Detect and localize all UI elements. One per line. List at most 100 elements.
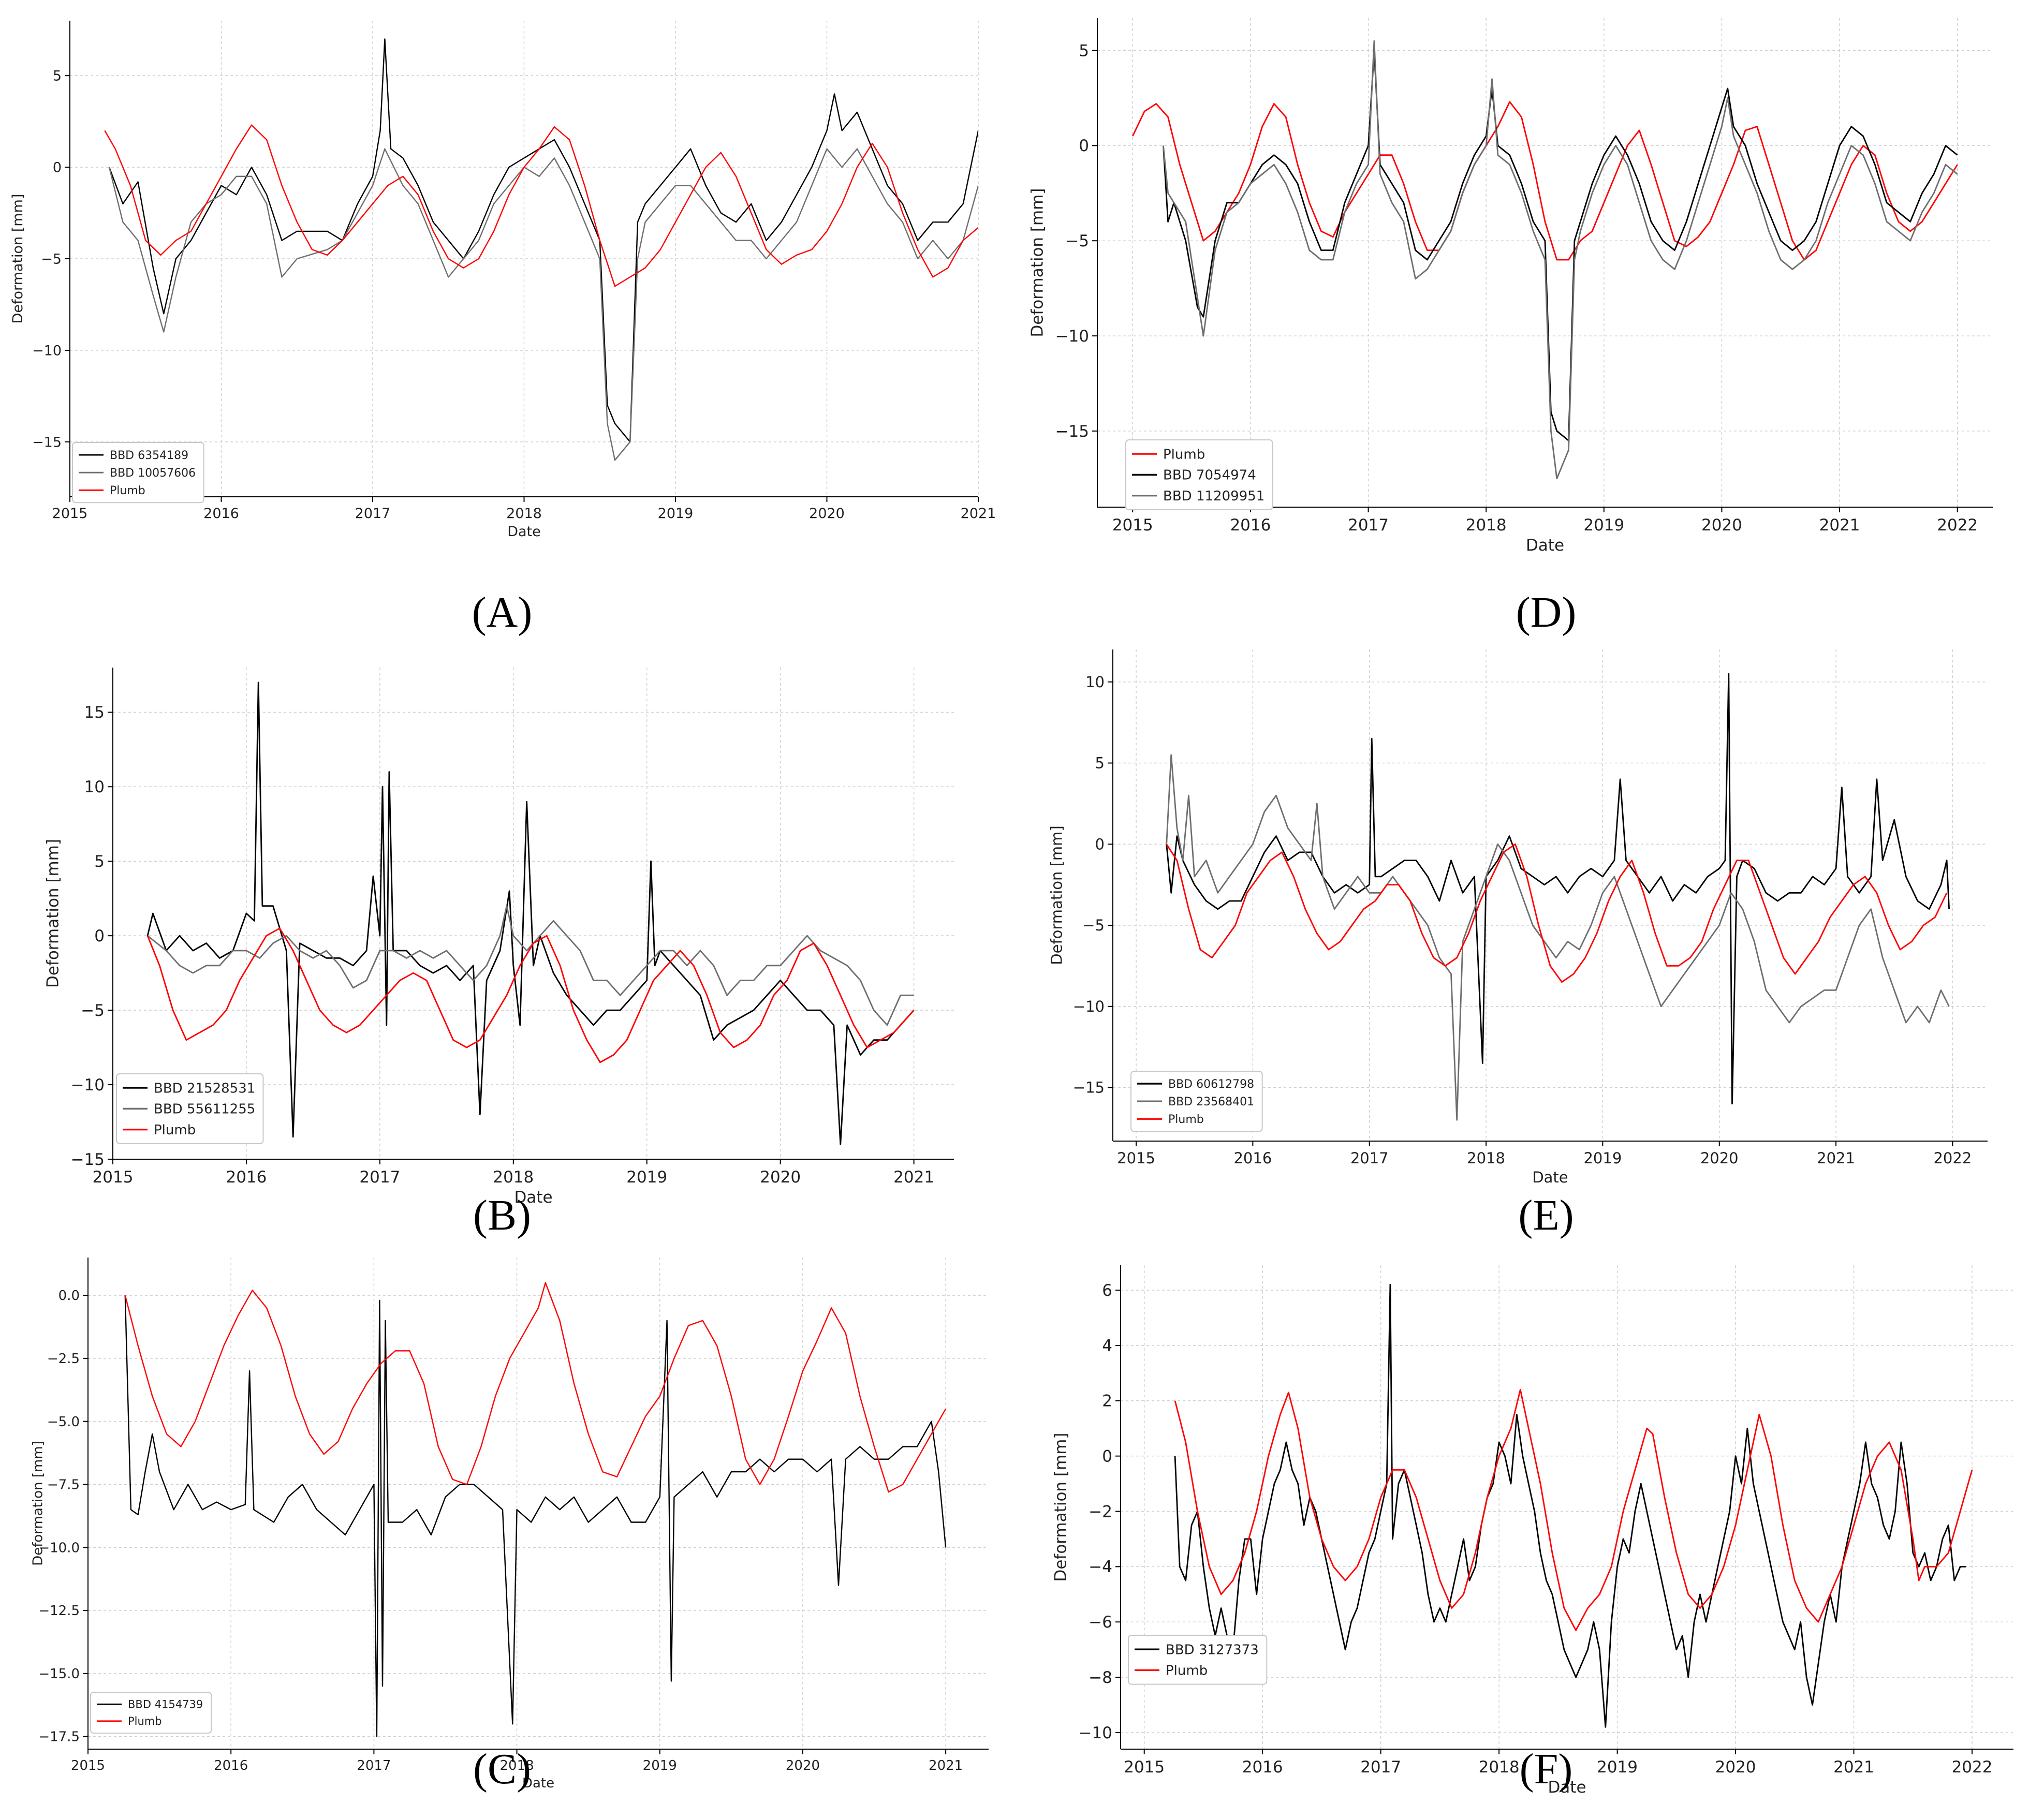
y-tick-label: 0 — [1079, 137, 1089, 155]
y-axis-label: Deformation [mm] — [1052, 1432, 1070, 1581]
legend-box — [1128, 1635, 1268, 1685]
chart-b: 2015 2016 2017 2018 2019 2020 2021 15 10 5 0 −5 −10 −… — [44, 668, 954, 1207]
y-tick-label: 0 — [1095, 835, 1105, 853]
x-tick-label: 2020 — [1700, 1149, 1739, 1167]
y-tick-label: 4 — [1102, 1337, 1112, 1355]
y-axis-label: Deformation [mm] — [31, 1441, 46, 1566]
x-tick-label: 2015 — [1124, 1758, 1165, 1777]
legend-label: Plumb — [1166, 1663, 1208, 1679]
y-tick-label: −6 — [1089, 1613, 1112, 1632]
x-tick-label: 2018 — [1466, 516, 1507, 535]
y-tick-label: −8 — [1089, 1668, 1112, 1687]
x-tick-label: 2015 — [93, 1168, 134, 1187]
legend-label: BBD 10057606 — [110, 467, 196, 480]
grid — [1121, 1265, 2013, 1749]
panel-e: 2015 2016 2017 2018 2019 2020 2021 2022 10 5 0 −5 −1… — [1022, 642, 2044, 1247]
y-tick-label: −10 — [32, 343, 62, 359]
chart-f: 2015 2016 2017 2018 2019 2020 2021 2022 6 4 2 0 −2 −4… — [1052, 1265, 2013, 1797]
grid — [69, 21, 979, 497]
y-tick-label: −5 — [1065, 232, 1089, 250]
x-tick-label: 2021 — [1817, 1149, 1855, 1167]
panel-label-f: (F) — [1519, 1745, 1573, 1793]
y-tick-label: −15 — [1055, 422, 1089, 441]
x-tick-label: 2021 — [929, 1758, 963, 1773]
legend-label: BBD 23568401 — [1168, 1096, 1254, 1108]
chart-c: 2015 2016 2017 2018 2019 2020 2021 0.0 −2.5 −5.0 −… — [31, 1258, 989, 1791]
y-tick-label: 0 — [1102, 1447, 1112, 1466]
panel-c: 2015 2016 2017 2018 2019 2020 2021 0.0 −2.5 −5.0 −… — [0, 1247, 1014, 1804]
x-tick-label: 2016 — [226, 1168, 267, 1187]
legend: BBD 6354189 BBD 10057606 Plumb — [72, 442, 204, 504]
x-tick-label: 2021 — [1833, 1758, 1874, 1777]
x-tick-label: 2018 — [1479, 1758, 1520, 1777]
y-tick-label: −5 — [81, 1001, 105, 1020]
y-tick-label: 0 — [94, 927, 105, 945]
panel-a: 2015 2016 2017 2018 2019 2020 2021 5 0 −5 −10 −15 Da… — [0, 0, 1014, 642]
legend-label: Plumb — [110, 484, 145, 497]
y-tick-label: −17.5 — [38, 1729, 80, 1745]
panel-f: 2015 2016 2017 2018 2019 2020 2021 2022 6 4 2 0 −2 −4… — [1022, 1247, 2044, 1804]
panel-d: 2015 2016 2017 2018 2019 2020 2021 2022 5 0 −5 −10 −… — [1022, 0, 2044, 642]
y-tick-label: −12.5 — [38, 1603, 80, 1619]
y-tick-label: −10 — [1073, 998, 1105, 1015]
legend-label: BBD 21528531 — [154, 1081, 255, 1096]
y-tick-label: −5 — [41, 251, 62, 267]
panel-label-c: (C) — [473, 1745, 531, 1793]
y-tick-label: −10 — [71, 1076, 105, 1095]
x-axis-label: Date — [1526, 536, 1564, 555]
legend-label: BBD 60612798 — [1168, 1078, 1254, 1091]
x-tick-label: 2015 — [1112, 516, 1153, 535]
series-line — [124, 1295, 947, 1737]
x-tick-label: 2019 — [1583, 1149, 1622, 1167]
y-tick-label: −15 — [32, 434, 62, 450]
legend-label: Plumb — [1163, 447, 1205, 462]
legend-label: Plumb — [154, 1122, 196, 1138]
x-tick-label: 2015 — [71, 1758, 105, 1773]
grid — [1113, 649, 1988, 1141]
x-tick-label: 2017 — [357, 1758, 391, 1773]
panel-label-b: (B) — [473, 1191, 531, 1239]
y-tick-label: −10 — [1079, 1724, 1112, 1742]
x-tick-label: 2015 — [52, 506, 88, 522]
x-tick-label: 2016 — [214, 1758, 248, 1773]
legend-label: BBD 6354189 — [110, 449, 188, 462]
grid — [87, 1258, 989, 1749]
y-tick-label: −2.5 — [47, 1351, 80, 1367]
x-axis-label: Date — [507, 524, 541, 540]
x-tick-label: 2020 — [809, 506, 845, 522]
series-line — [1132, 101, 1958, 261]
x-tick-label: 2021 — [893, 1168, 934, 1187]
y-tick-label: −4 — [1089, 1558, 1112, 1576]
x-tick-label: 2019 — [658, 506, 694, 522]
x-tick-label: 2017 — [1360, 1758, 1401, 1777]
x-tick-label: 2019 — [1597, 1758, 1638, 1777]
y-tick-label: −5.0 — [47, 1414, 80, 1430]
y-tick-label: −15 — [71, 1150, 105, 1169]
legend-label: BBD 4154739 — [128, 1698, 203, 1711]
series-line — [108, 148, 978, 461]
x-tick-label: 2021 — [961, 506, 996, 522]
legend: Plumb BBD 7054974 BBD 11209951 — [1125, 439, 1273, 510]
legend-label: BBD 3127373 — [1166, 1642, 1259, 1658]
y-tick-label: 0.0 — [58, 1288, 80, 1304]
panel-label-e: (E) — [1518, 1191, 1574, 1239]
x-tick-label: 2022 — [1933, 1149, 1972, 1167]
legend: BBD 3127373 Plumb — [1128, 1635, 1268, 1685]
legend-box — [1130, 1071, 1263, 1132]
x-axis-label: Date — [1532, 1169, 1568, 1186]
series-line — [147, 905, 914, 1026]
legend-box — [116, 1073, 264, 1144]
y-tick-label: 5 — [1095, 755, 1105, 772]
x-tick-label: 2016 — [1230, 516, 1271, 535]
legend-label: BBD 55611255 — [154, 1102, 255, 1117]
x-tick-label: 2015 — [1117, 1149, 1155, 1167]
legend-label: BBD 7054974 — [1163, 468, 1256, 483]
legend-box — [72, 442, 204, 504]
y-tick-label: 5 — [53, 68, 62, 84]
legend-label: Plumb — [1168, 1113, 1204, 1126]
legend-label: Plumb — [128, 1715, 162, 1727]
y-tick-label: 5 — [94, 852, 105, 871]
series-line — [1166, 843, 1948, 983]
y-tick-label: −7.5 — [47, 1477, 80, 1493]
series-line — [1166, 673, 1950, 1105]
